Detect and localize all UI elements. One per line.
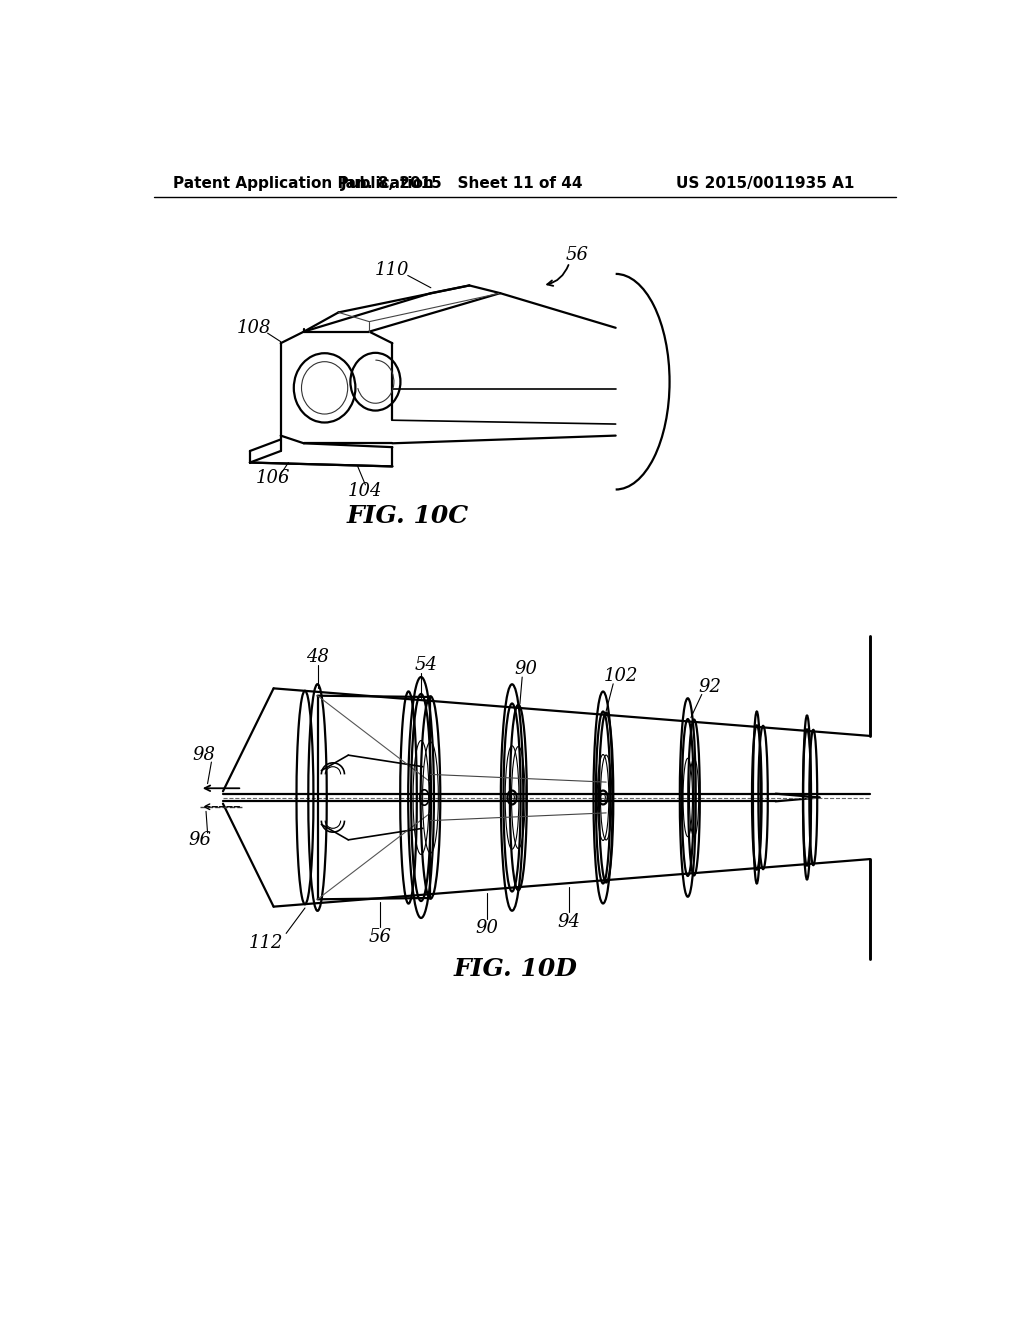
- Text: 56: 56: [565, 246, 589, 264]
- Text: FIG. 10C: FIG. 10C: [347, 504, 469, 528]
- Text: 96: 96: [188, 830, 211, 849]
- Text: Jan. 8, 2015   Sheet 11 of 44: Jan. 8, 2015 Sheet 11 of 44: [340, 176, 583, 190]
- Text: 54: 54: [414, 656, 437, 675]
- Text: 112: 112: [249, 933, 284, 952]
- Text: 94: 94: [557, 912, 580, 931]
- Text: 90: 90: [514, 660, 538, 678]
- Text: 98: 98: [193, 746, 215, 764]
- Text: FIG. 10D: FIG. 10D: [454, 957, 578, 981]
- Text: 102: 102: [603, 667, 638, 685]
- Text: 92: 92: [698, 677, 721, 696]
- Text: 90: 90: [475, 919, 499, 937]
- Text: 104: 104: [348, 482, 383, 500]
- Text: 106: 106: [256, 469, 290, 487]
- Text: US 2015/0011935 A1: US 2015/0011935 A1: [676, 176, 854, 190]
- Text: 56: 56: [369, 928, 392, 945]
- Text: 108: 108: [237, 319, 271, 337]
- Text: 48: 48: [306, 648, 329, 667]
- Text: 110: 110: [375, 261, 410, 279]
- Text: Patent Application Publication: Patent Application Publication: [173, 176, 433, 190]
